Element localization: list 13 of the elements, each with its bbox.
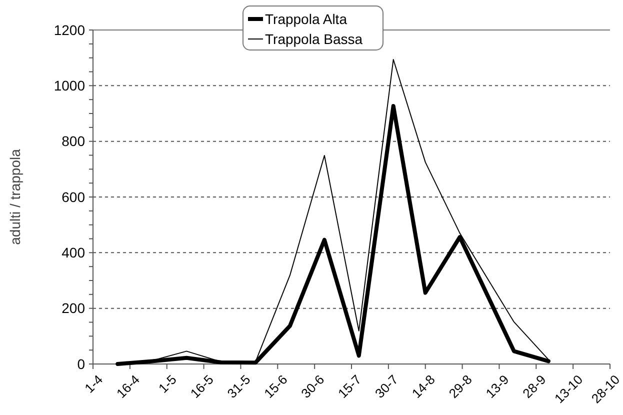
y-tick-label: 600 <box>62 188 86 205</box>
x-tick-label: 1-4 <box>82 372 106 396</box>
legend-label: Trappola Bassa <box>265 30 363 47</box>
legend-label: Trappola Alta <box>265 10 348 27</box>
y-tick-label: 800 <box>62 133 86 150</box>
y-tick-label: 400 <box>62 244 86 261</box>
y-tick-label: 0 <box>77 356 86 372</box>
y-tick-label: 200 <box>62 300 86 316</box>
y-axis-title: adulti / trappola <box>7 148 23 245</box>
y-tick-label: 1000 <box>54 78 86 94</box>
x-tick-label: 30-6 <box>298 372 328 401</box>
y-tick-label: 1200 <box>54 22 86 38</box>
x-tick-label: 1-5 <box>156 372 180 396</box>
